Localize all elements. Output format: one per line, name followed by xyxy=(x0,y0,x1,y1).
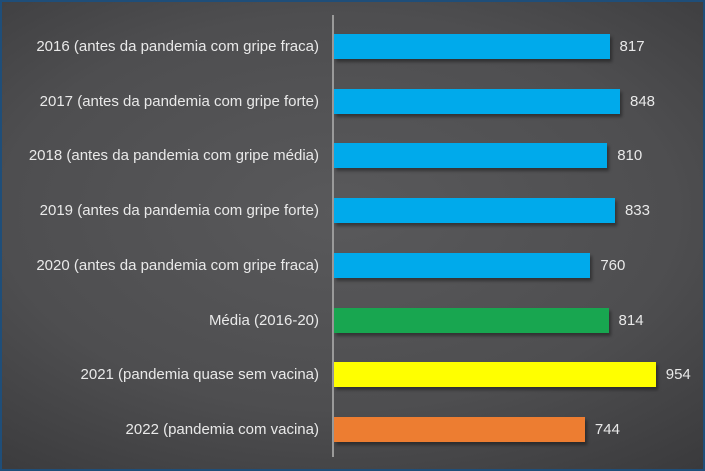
chart-row: 2018 (antes da pandemia com gripe média)… xyxy=(2,129,703,184)
value-label: 954 xyxy=(665,366,691,384)
chart-row: 2021 (pandemia quase sem vacina) 954 xyxy=(2,348,703,403)
chart-row: Média (2016-20) 814 xyxy=(2,293,703,348)
value-label: 744 xyxy=(594,421,620,439)
bar-area: 814 xyxy=(332,293,703,348)
bar xyxy=(334,252,591,278)
bar-area: 833 xyxy=(332,183,703,238)
bar-chart: 2016 (antes da pandemia com gripe fraca)… xyxy=(2,19,703,457)
category-label: 2017 (antes da pandemia com gripe forte) xyxy=(39,92,319,110)
value-label: 833 xyxy=(624,202,650,220)
category-label: 2020 (antes da pandemia com gripe fraca) xyxy=(36,256,319,274)
bar xyxy=(334,362,656,388)
bar-area: 810 xyxy=(332,129,703,184)
value-label: 848 xyxy=(630,92,656,110)
bar xyxy=(334,307,609,333)
bar xyxy=(334,33,610,59)
chart-row: 2022 (pandemia com vacina) 744 xyxy=(2,402,703,457)
bar-area: 817 xyxy=(332,19,703,74)
category-label: 2022 (pandemia com vacina) xyxy=(125,421,319,439)
chart-row: 2019 (antes da pandemia com gripe forte)… xyxy=(2,183,703,238)
bar xyxy=(334,198,615,224)
bar xyxy=(334,88,620,114)
value-label: 810 xyxy=(617,147,643,165)
chart-row: 2020 (antes da pandemia com gripe fraca)… xyxy=(2,238,703,293)
bar xyxy=(334,143,608,169)
bar-area: 848 xyxy=(332,74,703,129)
value-label: 814 xyxy=(618,311,644,329)
category-label: 2021 (pandemia quase sem vacina) xyxy=(80,366,319,384)
chart-row: 2017 (antes da pandemia com gripe forte)… xyxy=(2,74,703,129)
bar xyxy=(334,417,585,443)
category-label: 2016 (antes da pandemia com gripe fraca) xyxy=(36,37,319,55)
bar-area: 744 xyxy=(332,402,703,457)
category-label: Média (2016-20) xyxy=(208,311,319,329)
category-axis-line xyxy=(332,15,334,457)
chart-row: 2016 (antes da pandemia com gripe fraca)… xyxy=(2,19,703,74)
bar-area: 954 xyxy=(332,348,703,403)
value-label: 817 xyxy=(619,37,645,55)
bar-area: 760 xyxy=(332,238,703,293)
category-label: 2019 (antes da pandemia com gripe forte) xyxy=(39,202,319,220)
value-label: 760 xyxy=(600,256,626,274)
category-label: 2018 (antes da pandemia com gripe média) xyxy=(28,147,319,165)
